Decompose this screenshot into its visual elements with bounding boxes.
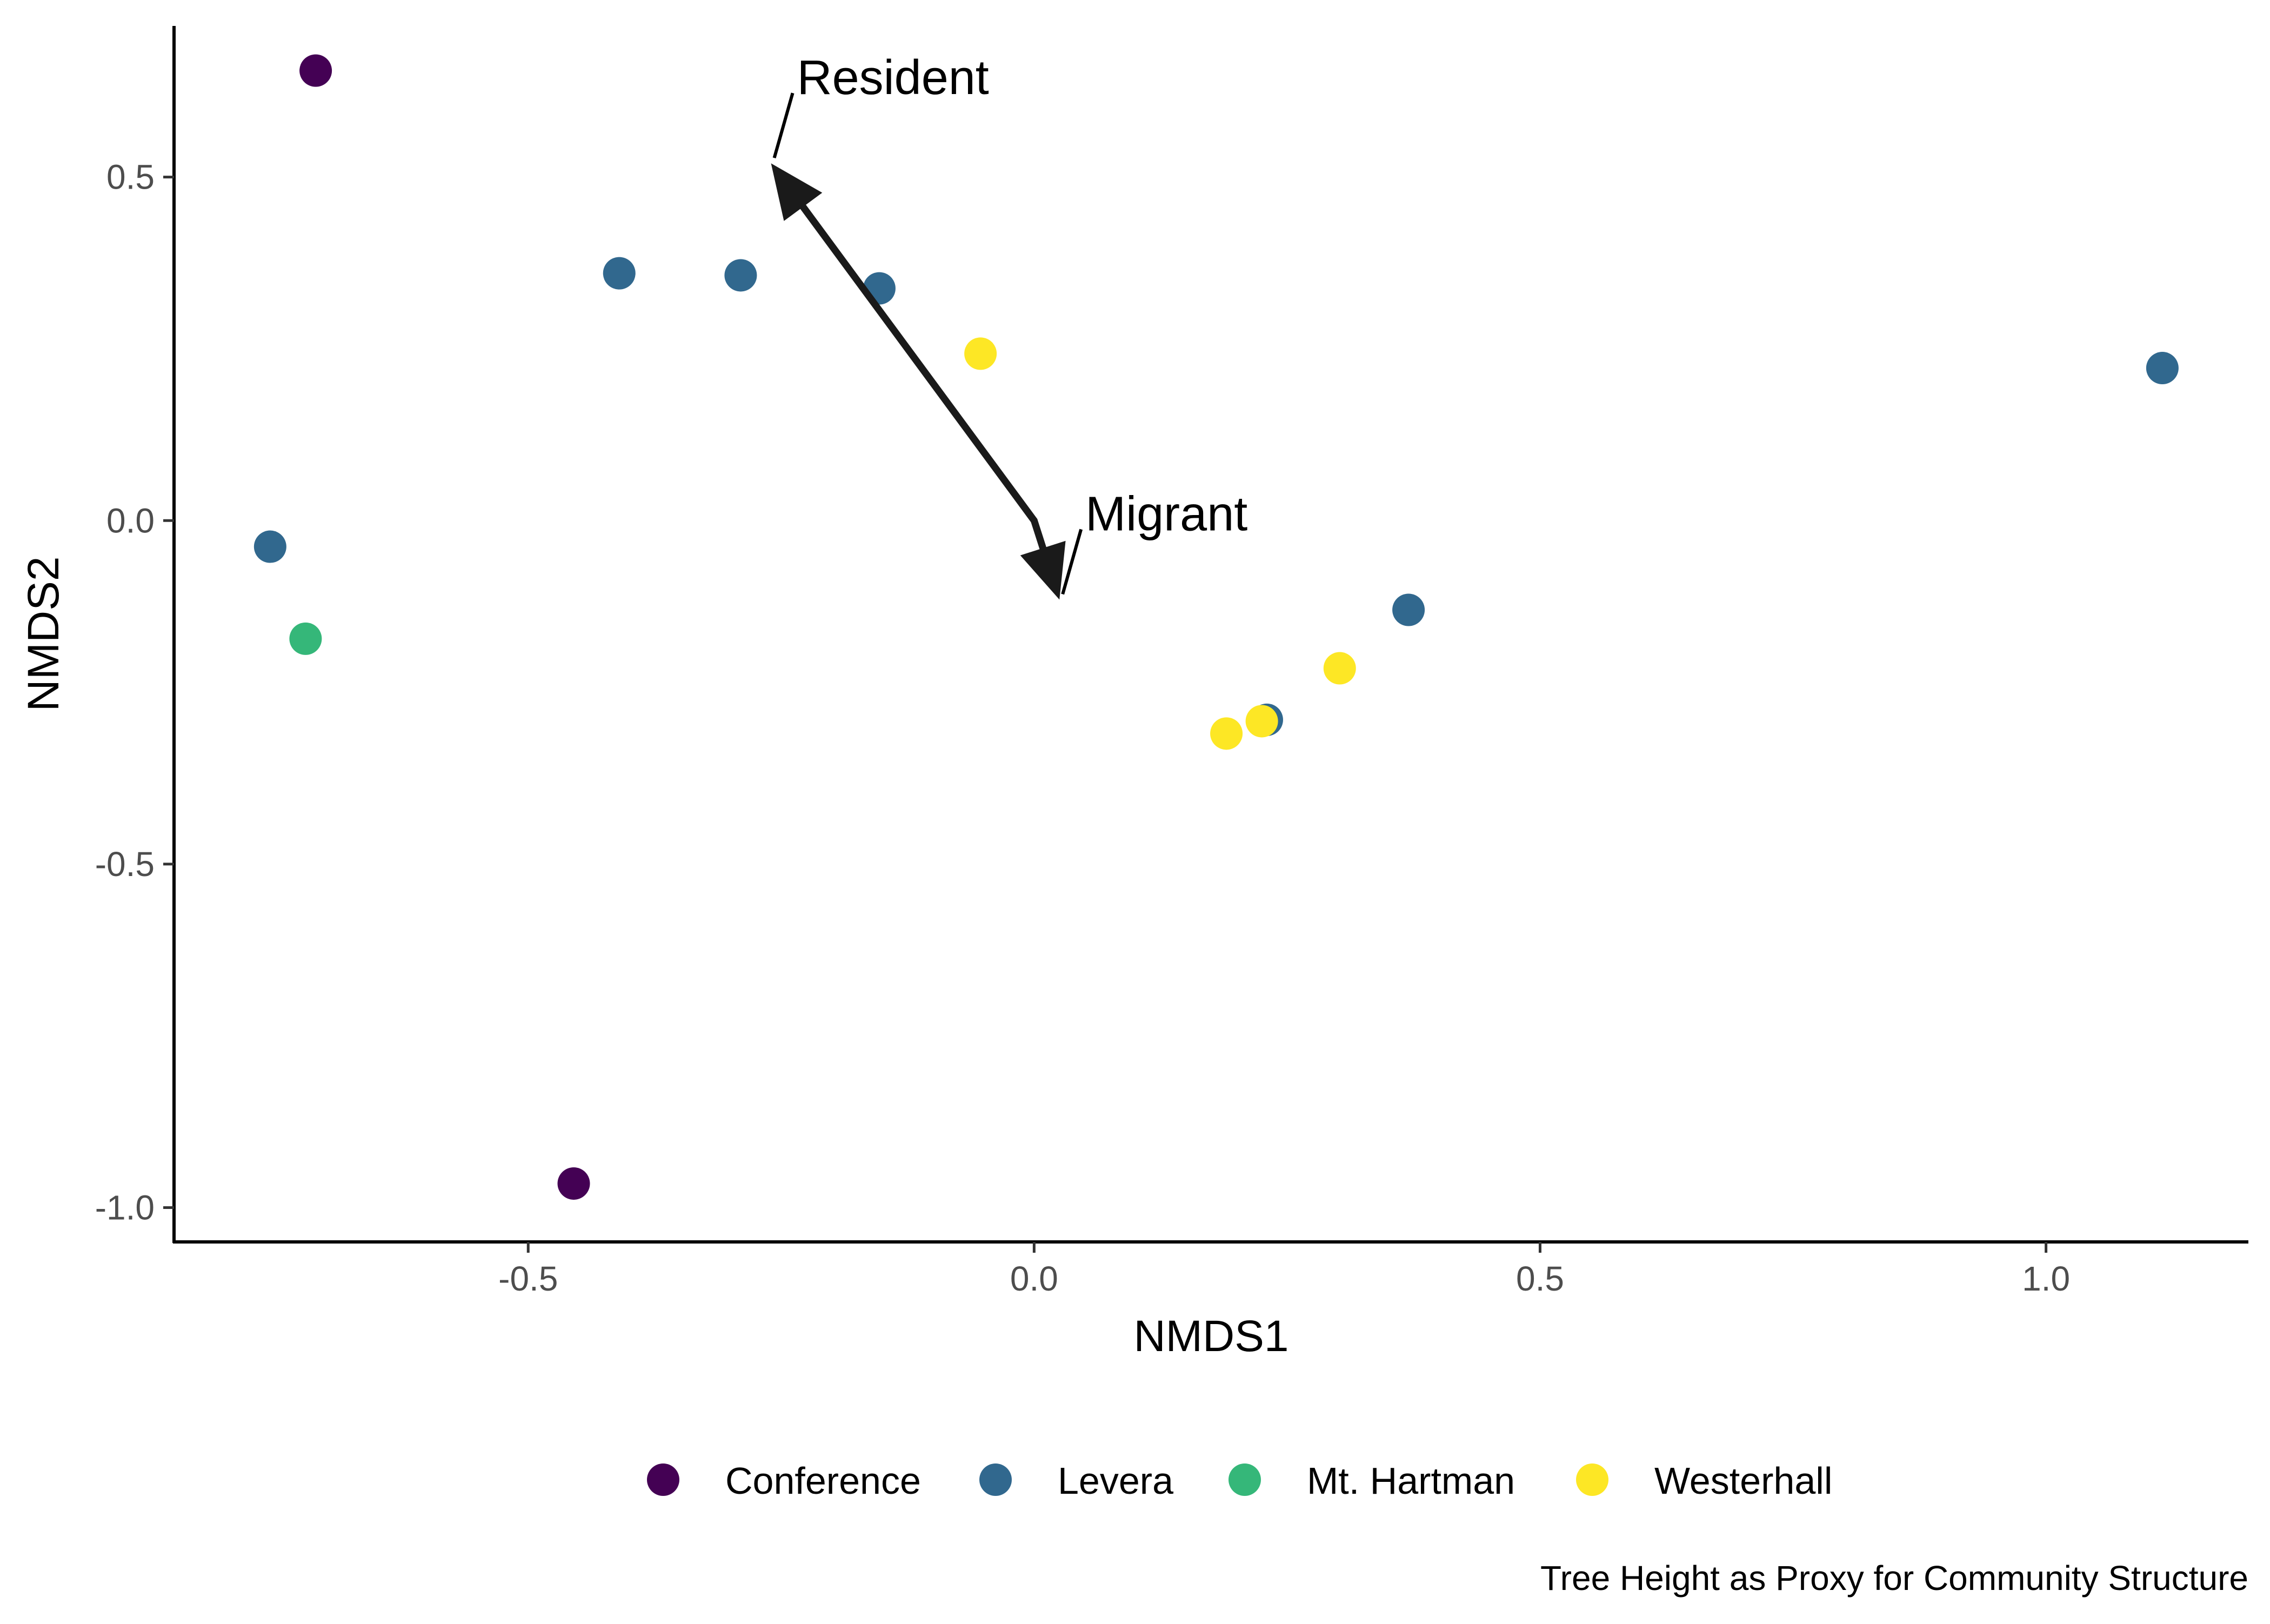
axes-layer: -0.5 0.0 0.5 1.0 0.5 0.0 -0.5 -1.0 bbox=[95, 26, 2248, 1298]
y-tick-label: 0.5 bbox=[106, 158, 155, 197]
data-point bbox=[964, 337, 997, 370]
data-point bbox=[2146, 352, 2179, 385]
data-point bbox=[1210, 717, 1243, 750]
legend: Conference Levera Mt. Hartman Westerhall bbox=[647, 1460, 1832, 1502]
data-point bbox=[253, 530, 286, 563]
x-axis-title: NMDS1 bbox=[1133, 1312, 1288, 1361]
legend-label: Westerhall bbox=[1654, 1460, 1832, 1502]
arrow-migrant-head bbox=[1020, 540, 1066, 600]
chart-caption: Tree Height as Proxy for Community Struc… bbox=[1540, 1559, 2248, 1598]
data-point bbox=[289, 622, 322, 655]
arrow-resident-shaft bbox=[780, 177, 1038, 524]
data-point bbox=[603, 257, 636, 290]
legend-label: Mt. Hartman bbox=[1307, 1460, 1515, 1502]
points-layer bbox=[253, 54, 2179, 1200]
x-tick-label: 0.5 bbox=[1516, 1259, 1564, 1298]
arrow-label-migrant: Migrant bbox=[1085, 487, 1247, 541]
data-point bbox=[724, 259, 757, 292]
x-tick-label: 0.0 bbox=[1010, 1259, 1058, 1298]
y-tick-label: -0.5 bbox=[95, 845, 155, 884]
data-point bbox=[1392, 593, 1425, 626]
data-point bbox=[557, 1167, 590, 1200]
x-tick-label: 1.0 bbox=[2022, 1259, 2070, 1298]
legend-key-conference bbox=[647, 1463, 679, 1496]
y-axis-title: NMDS2 bbox=[19, 556, 68, 711]
y-tick-label: 0.0 bbox=[106, 501, 155, 540]
arrow-resident-head bbox=[771, 163, 823, 221]
arrows-layer: Resident Migrant bbox=[771, 51, 1247, 600]
x-tick-label: -0.5 bbox=[498, 1259, 558, 1298]
legend-label: Conference bbox=[725, 1460, 921, 1502]
data-point bbox=[1323, 652, 1356, 685]
legend-key-levera bbox=[979, 1463, 1012, 1496]
y-tick-label: -1.0 bbox=[95, 1188, 155, 1227]
arrow-label-resident: Resident bbox=[797, 51, 989, 105]
legend-key-westerhall bbox=[1576, 1463, 1608, 1496]
data-point bbox=[1245, 705, 1278, 738]
legend-key-mt-hartman bbox=[1229, 1463, 1261, 1496]
arrow-resident-leader bbox=[772, 92, 794, 159]
legend-label: Levera bbox=[1058, 1460, 1173, 1502]
data-point bbox=[299, 54, 332, 87]
arrow-migrant-leader bbox=[1061, 529, 1083, 595]
